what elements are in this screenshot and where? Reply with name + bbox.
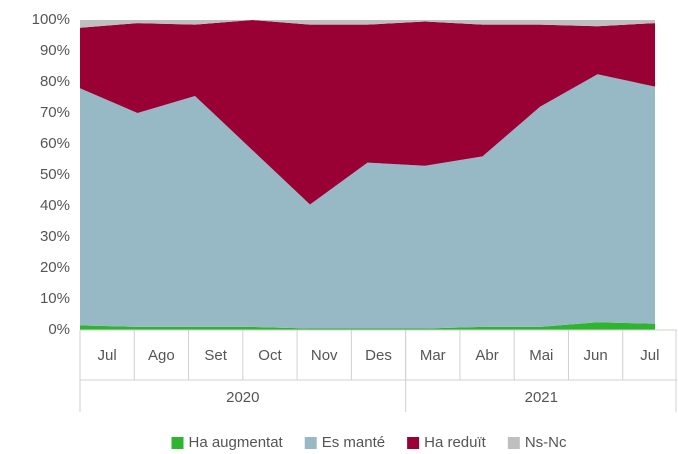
- y-tick-label: 80%: [40, 73, 70, 90]
- x-tick-label: Ago: [148, 347, 175, 364]
- x-tick-label: Mar: [420, 347, 446, 364]
- legend-label: Es manté: [322, 434, 385, 451]
- x-tick-label: Mai: [529, 347, 553, 364]
- y-tick-label: 40%: [40, 197, 70, 214]
- y-tick-label: 70%: [40, 104, 70, 121]
- y-tick-label: 90%: [40, 42, 70, 59]
- area: [80, 322, 655, 330]
- area: [80, 20, 655, 28]
- x-tick-label: Set: [204, 347, 227, 364]
- legend-swatch: [304, 437, 317, 449]
- area: [80, 74, 655, 329]
- y-tick-label: 30%: [40, 228, 70, 245]
- y-tick-label: 50%: [40, 166, 70, 183]
- legend-label: Ha reduït: [424, 434, 487, 451]
- x-tick-label: Abr: [475, 347, 498, 364]
- group-label: 2021: [525, 389, 558, 406]
- group-label: 2020: [226, 389, 259, 406]
- x-tick-label: Des: [365, 347, 392, 364]
- legend-label: Ha augmentat: [189, 434, 284, 451]
- x-tick-label: Nov: [311, 347, 338, 364]
- legend-swatch: [407, 437, 420, 449]
- x-tick-label: Jun: [583, 347, 607, 364]
- x-tick-label: Oct: [258, 347, 282, 364]
- y-tick-label: 100%: [32, 11, 70, 28]
- y-tick-label: 60%: [40, 135, 70, 152]
- x-tick-label: Jul: [640, 347, 659, 364]
- legend-swatch: [507, 437, 520, 449]
- x-tick-label: Jul: [98, 347, 117, 364]
- y-tick-label: 20%: [40, 259, 70, 276]
- y-tick-label: 10%: [40, 290, 70, 307]
- legend-label: Ns-Nc: [525, 434, 567, 451]
- y-tick-label: 0%: [48, 321, 70, 338]
- legend-swatch: [171, 437, 184, 449]
- area: [80, 20, 655, 205]
